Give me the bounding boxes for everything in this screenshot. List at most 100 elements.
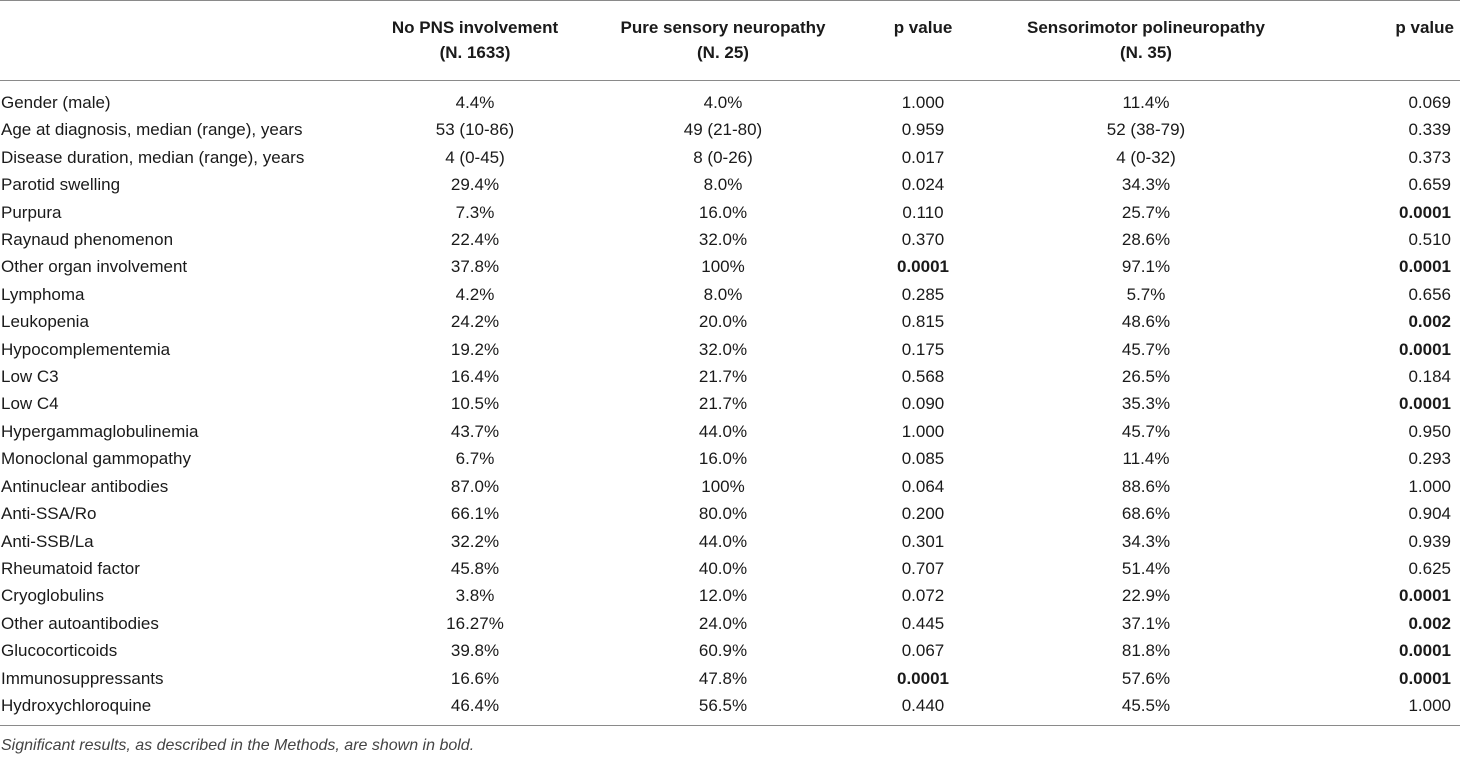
p-value-sensory: 0.024 — [901, 175, 945, 195]
table-row: Hypocomplementemia 19.2% 32.0% 0.175 45.7% 0.… — [0, 336, 1460, 363]
table-row: Raynaud phenomenon 22.4% 32.0% 0.370 28.6% 0.… — [0, 226, 1460, 253]
table-row: Immunosuppressants 16.6% 47.8% 0.0001 57.6% 0… — [0, 665, 1460, 692]
table-row: Low C4 10.5% 21.7% 0.090 35.3% 0.0001 — [0, 390, 1460, 417]
header-blank — [0, 0, 356, 81]
table-row: Age at diagnosis, median (range), years 5… — [0, 116, 1460, 143]
sensorimotor-value: 52 (38-79) — [1106, 120, 1186, 140]
sensorimotor-value: 11.4% — [1122, 449, 1170, 469]
table-row: Gender (male) 4.4% 4.0% 1.000 11.4% 0.069 — [0, 81, 1460, 117]
p-value-sensory: 0.017 — [901, 147, 945, 167]
p-value-sensory: 0.064 — [901, 476, 945, 496]
sensorimotor-value: 81.8% — [1121, 641, 1171, 661]
table-row: Parotid swelling 29.4% 8.0% 0.024 34.3% 0.659 — [0, 171, 1460, 198]
no-pns-value: 87.0% — [450, 476, 500, 496]
p-value-sensory: 0.445 — [901, 613, 945, 633]
no-pns-value: 43.7% — [450, 421, 500, 441]
p-value-sensorimotor: 0.184 — [1408, 367, 1451, 387]
row-label: Raynaud phenomenon — [1, 230, 174, 250]
no-pns-value: 66.1% — [450, 504, 500, 524]
no-pns-value: 39.8% — [450, 641, 500, 661]
row-label: Immunosuppressants — [1, 668, 164, 688]
pure-sensory-value: 32.0% — [698, 230, 748, 250]
row-label: Other autoantibodies — [1, 613, 159, 633]
table-row: Hydroxychloroquine 46.4% 56.5% 0.440 45.5% 1.… — [0, 692, 1460, 726]
sensorimotor-value: 45.7% — [1121, 339, 1171, 359]
p-value-sensory: 1.000 — [901, 421, 945, 441]
row-label: Glucocorticoids — [1, 641, 118, 661]
table-header: No PNS involvement (N. 1633) Pure sensor… — [0, 0, 1460, 81]
pure-sensory-value: 8.0% — [703, 175, 743, 195]
sensorimotor-value: 22.9% — [1121, 586, 1171, 606]
p-value-sensorimotor: 1.000 — [1408, 476, 1451, 496]
p-value-sensory: 0.085 — [901, 449, 945, 469]
row-label: Lymphoma — [1, 284, 85, 304]
p-value-sensory: 0.440 — [901, 695, 945, 715]
pure-sensory-value: 21.7% — [698, 367, 748, 387]
header-p-value-1: p value — [852, 0, 994, 81]
p-value-sensory: 0.815 — [901, 312, 945, 332]
table-row: Antinuclear antibodies 87.0% 100% 0.064 88.6… — [0, 473, 1460, 500]
sensorimotor-value: 25.7% — [1121, 202, 1171, 222]
table-row: Anti-SSB/La 32.2% 44.0% 0.301 34.3% 0.939 — [0, 528, 1460, 555]
p-value-sensory: 0.072 — [901, 586, 945, 606]
no-pns-value: 3.8% — [455, 586, 495, 606]
sensorimotor-value: 37.1% — [1121, 613, 1171, 633]
p-value-sensorimotor: 0.0001 — [1399, 641, 1451, 661]
header-row: No PNS involvement (N. 1633) Pure sensor… — [0, 0, 1460, 81]
no-pns-value: 24.2% — [450, 312, 500, 332]
row-label: Rheumatoid factor — [1, 558, 140, 578]
header-no-pns: No PNS involvement (N. 1633) — [356, 0, 594, 81]
row-label: Anti-SSB/La — [1, 531, 94, 551]
row-label: Monoclonal gammopathy — [1, 449, 191, 469]
pure-sensory-value: 21.7% — [698, 394, 748, 414]
pure-sensory-value: 47.8% — [698, 668, 748, 688]
no-pns-value: 10.5% — [450, 394, 500, 414]
no-pns-value: 16.27% — [446, 613, 504, 633]
p-value-sensory: 0.707 — [901, 558, 945, 578]
p-value-sensorimotor: 1.000 — [1408, 695, 1451, 715]
pure-sensory-value: 60.9% — [698, 641, 748, 661]
p-value-sensorimotor: 0.069 — [1408, 93, 1451, 112]
no-pns-value: 7.3% — [455, 202, 495, 222]
sensorimotor-value: 97.1% — [1121, 257, 1171, 277]
table-row: Rheumatoid factor 45.8% 40.0% 0.707 51.4% 0.6… — [0, 555, 1460, 582]
p-value-sensorimotor: 0.339 — [1408, 120, 1451, 140]
sensorimotor-value: 48.6% — [1121, 312, 1171, 332]
row-label: Hydroxychloroquine — [1, 695, 152, 715]
sensorimotor-value: 4 (0-32) — [1116, 147, 1176, 167]
pure-sensory-value: 40.0% — [698, 558, 748, 578]
p-value-sensory: 0.370 — [901, 230, 945, 250]
p-value-sensory: 0.0001 — [897, 257, 949, 277]
p-value-sensorimotor: 0.002 — [1408, 613, 1451, 633]
pure-sensory-value: 100% — [701, 257, 745, 277]
row-label: Hypergammaglobulinemia — [1, 421, 199, 441]
no-pns-value: 4.2% — [455, 284, 495, 304]
row-label: Low C3 — [1, 367, 59, 387]
table-footer: Significant results, as described in the… — [0, 725, 1460, 756]
p-value-sensory: 0.285 — [901, 284, 945, 304]
p-value-sensorimotor: 0.0001 — [1399, 257, 1451, 277]
p-value-sensorimotor: 0.002 — [1408, 312, 1451, 332]
no-pns-value: 46.4% — [450, 695, 500, 715]
row-label: Age at diagnosis, median (range), years — [1, 120, 303, 140]
p-value-sensory: 0.568 — [901, 367, 945, 387]
no-pns-value: 29.4% — [450, 175, 500, 195]
p-value-sensory: 0.090 — [901, 394, 945, 414]
row-label: Purpura — [1, 202, 62, 222]
no-pns-value: 6.7% — [455, 449, 495, 469]
pure-sensory-value: 4.0% — [703, 93, 743, 112]
sensorimotor-value: 68.6% — [1121, 504, 1171, 524]
no-pns-value: 16.6% — [450, 668, 500, 688]
table-row: Glucocorticoids 39.8% 60.9% 0.067 81.8% 0.000… — [0, 637, 1460, 664]
pure-sensory-value: 8.0% — [703, 284, 743, 304]
pure-sensory-value: 12.0% — [698, 586, 748, 606]
p-value-sensory: 0.067 — [901, 641, 945, 661]
table-row: Other organ involvement 37.8% 100% 0.0001 97… — [0, 253, 1460, 280]
p-value-sensorimotor: 0.0001 — [1399, 586, 1451, 606]
header-pure-sensory: Pure sensory neuropathy (N. 25) — [594, 0, 852, 81]
pure-sensory-value: 24.0% — [698, 613, 748, 633]
p-value-sensorimotor: 0.625 — [1408, 558, 1451, 578]
footnote: Significant results, as described in the… — [0, 725, 1460, 756]
